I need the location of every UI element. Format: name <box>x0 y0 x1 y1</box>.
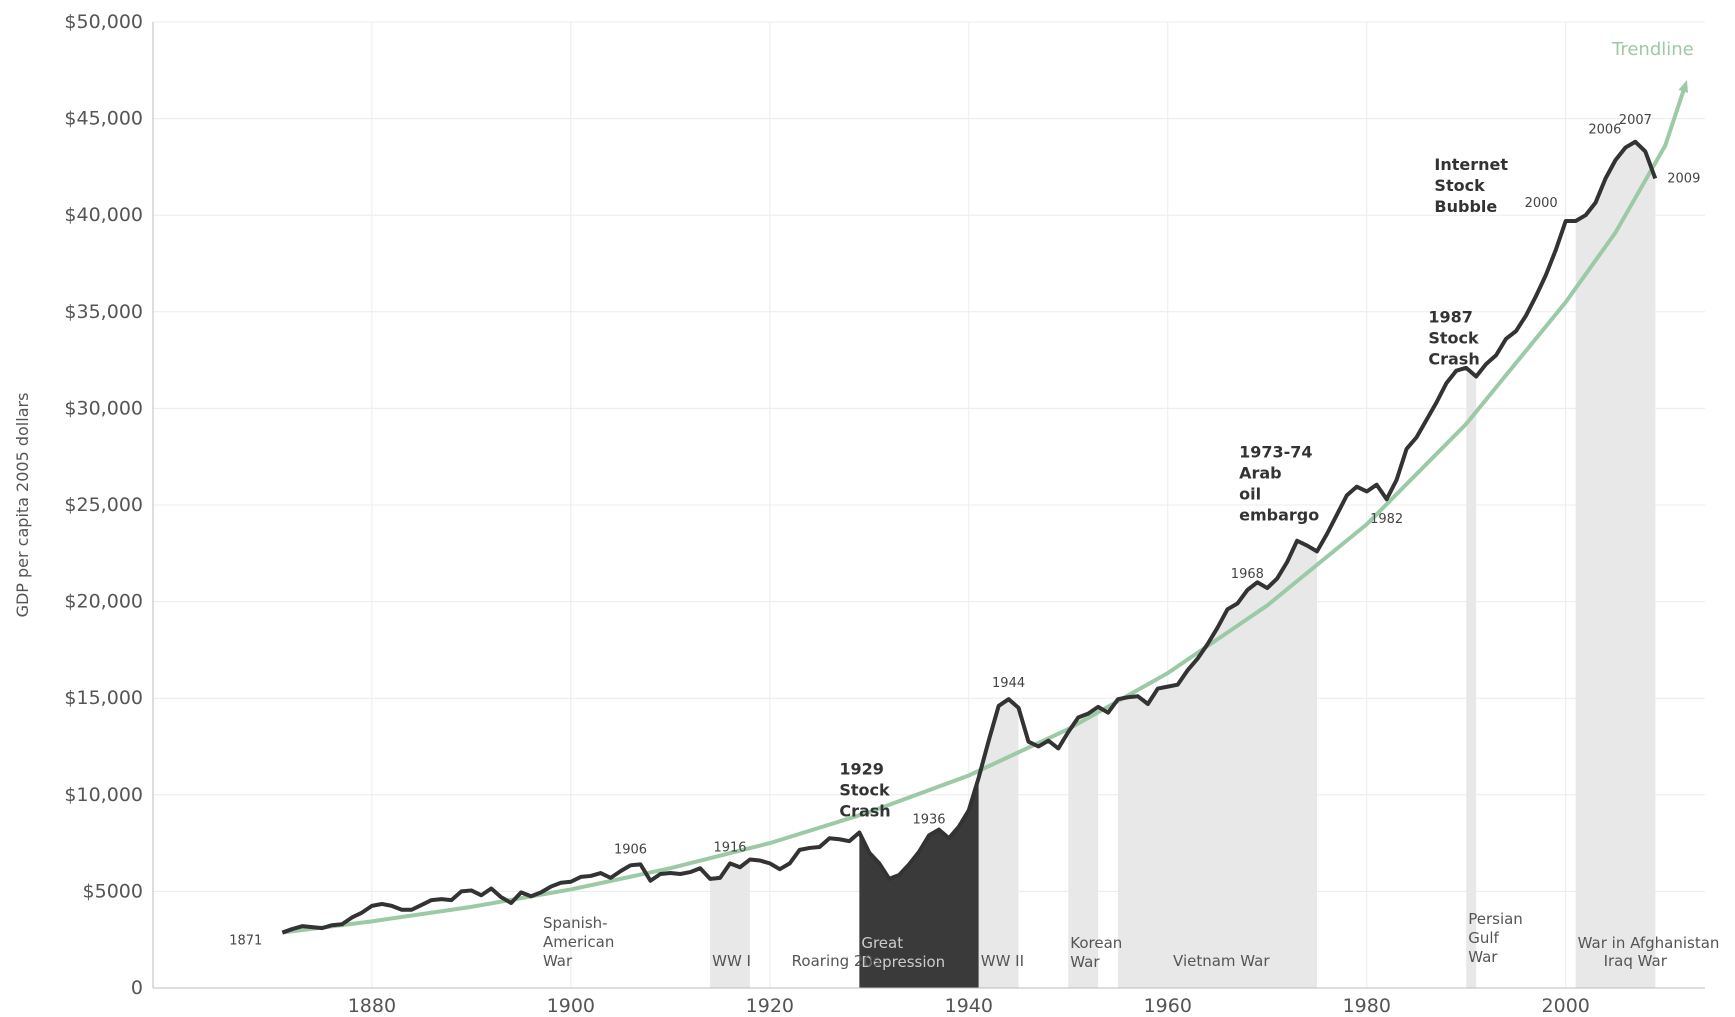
war-period-area <box>710 859 750 988</box>
period-label: Great Depression <box>861 934 945 971</box>
war-period-area <box>1595 141 1656 988</box>
period-shading <box>710 141 1656 988</box>
period-label: Vietnam War <box>1173 952 1270 970</box>
year-label: 2009 <box>1667 171 1700 186</box>
year-label: 2007 <box>1619 113 1652 128</box>
year-label: 1936 <box>912 812 945 827</box>
year-label: 1906 <box>614 842 647 857</box>
war-period-area <box>1118 540 1317 988</box>
y-tick-label: $20,000 <box>64 591 143 613</box>
x-tick-label: 2000 <box>1542 995 1590 1017</box>
war-period-area <box>1068 706 1099 988</box>
x-tick-label: 1940 <box>945 995 993 1017</box>
x-tick-label: 1920 <box>746 995 794 1017</box>
event-annotation: 1987 Stock Crash <box>1428 308 1479 369</box>
x-tick-label: 1880 <box>348 995 396 1017</box>
war-period-area <box>978 699 1019 988</box>
x-tick-label: 1980 <box>1343 995 1391 1017</box>
period-label: WW II <box>981 952 1024 970</box>
y-tick-label: $15,000 <box>64 687 143 709</box>
gdp-series-line <box>281 139 1658 935</box>
y-tick-label: $30,000 <box>64 397 143 419</box>
y-tick-label: $40,000 <box>64 204 143 226</box>
y-tick-label: $35,000 <box>64 301 143 323</box>
annotations: WW I Great Depression WW II Korean War Vietnam… <box>229 113 1719 971</box>
year-label: 1982 <box>1370 512 1403 527</box>
period-label: WW I <box>712 952 751 970</box>
trendline-label: Trendline <box>1611 39 1694 60</box>
period-label: Roaring 20s <box>792 952 881 970</box>
event-annotation: 1973-74 Arab oil embargo <box>1239 443 1319 525</box>
y-axis-title: GDP per capita 2005 dollars <box>13 393 32 618</box>
axes: 0 $5000 $10,000 $15,000 $20,000 $25,000 $30,00… <box>64 11 1705 1017</box>
depression-area <box>859 777 979 988</box>
event-annotation: 1929 Stock Crash <box>839 759 890 820</box>
year-label: 2006 <box>1588 123 1621 138</box>
y-tick-label: $10,000 <box>64 784 143 806</box>
period-label: Persian Gulf War <box>1468 910 1523 966</box>
period-label: Spanish-American War <box>543 914 614 970</box>
year-label: 1944 <box>992 676 1025 691</box>
year-label: 1871 <box>229 934 262 949</box>
year-label: 1916 <box>713 840 746 855</box>
year-label: 2000 <box>1525 196 1558 211</box>
y-tick-label: $25,000 <box>64 494 143 516</box>
period-label: War in Afghanistan <box>1578 934 1720 952</box>
y-tick-label: $45,000 <box>64 108 143 130</box>
y-tick-label: $5000 <box>83 880 143 902</box>
y-tick-label: $50,000 <box>64 11 143 33</box>
year-label: 1968 <box>1231 567 1264 582</box>
period-label: Iraq War <box>1604 952 1668 970</box>
war-period-area <box>1466 367 1477 988</box>
period-label: Korean War <box>1070 934 1122 971</box>
x-tick-label: 1900 <box>547 995 595 1017</box>
x-tick-label: 1960 <box>1144 995 1192 1017</box>
y-tick-label: 0 <box>131 977 143 999</box>
event-annotation: Internet Stock Bubble <box>1434 155 1508 216</box>
